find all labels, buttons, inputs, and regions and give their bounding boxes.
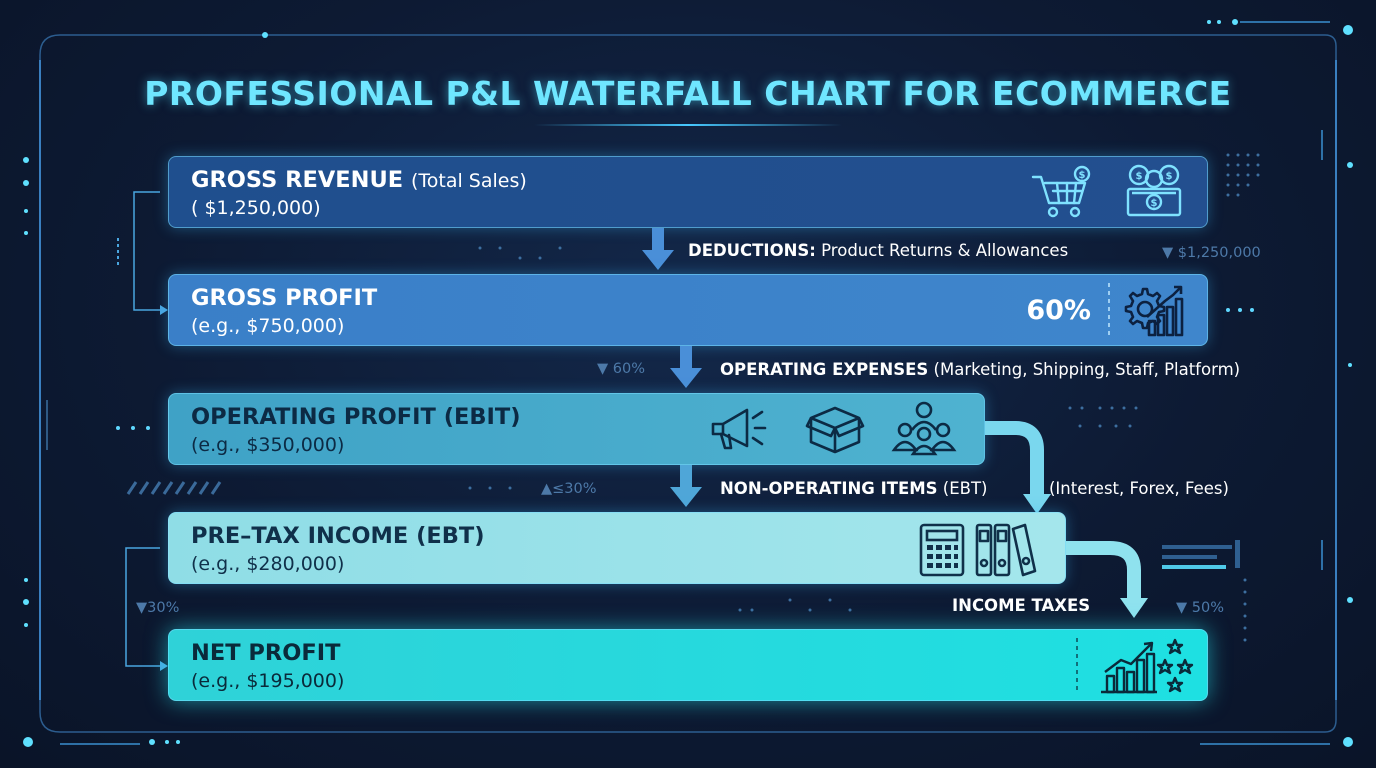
bar-operating-profit: OPERATING PROFIT (EBIT) (e.g., $350,000) [168,393,985,465]
svg-text:$: $ [1079,170,1086,181]
tax-marker: ▼ 50% [1176,600,1224,616]
megaphone-icon [711,408,767,450]
bar-gross-profit: GROSS PROFIT (e.g., $750,000) 60% [168,274,1208,346]
deductions-label: DEDUCTIONS: [688,241,816,260]
non-operating-extra: (Interest, Forex, Fees) [1049,479,1229,498]
income-taxes-label: INCOME TAXES [952,596,1091,615]
revenue-marker: ▼ $1,250,000 [1162,245,1261,261]
binders-icon [975,523,1037,577]
bar-net-profit: NET PROFIT (e.g., $195,000) [168,629,1208,701]
non-operating-label: NON-OPERATING ITEMS [720,479,938,498]
gross-margin-marker: ▼ 60% [597,361,645,377]
svg-text:$: $ [1136,171,1143,182]
bar-label: GROSS REVENUE (Total Sales) [191,167,527,193]
svg-text:$: $ [1166,171,1173,182]
operating-expenses-detail: (Marketing, Shipping, Staff, Platform) [933,360,1241,379]
curved-flow-arrow [985,421,1051,514]
title-underline [534,124,842,126]
page-title: PROFESSIONAL P&L WATERFALL CHART FOR ECO… [144,74,1232,113]
gross-revenue-title: GROSS REVENUE [191,167,404,193]
svg-text:$: $ [1151,198,1158,209]
bar-pretax-income: PRE–TAX INCOME (EBT) (e.g., $280,000) [168,512,1066,584]
growth-stars-icon [1101,638,1194,694]
gross-revenue-subtitle: (Total Sales) [410,170,527,192]
operating-profit-value: (e.g., $350,000) [191,434,345,456]
deductions-step: DEDUCTIONS: Product Returns & Allowances [688,241,1068,260]
non-operating-detail: (EBT) [942,479,988,498]
gross-profit-percent: 60% [1026,295,1091,326]
pretax-income-value: (e.g., $280,000) [191,553,345,575]
money-stack-icon: $ $ $ [1126,164,1182,217]
divider-dashed [1108,283,1110,339]
gear-growth-icon [1124,285,1184,337]
income-taxes-step: INCOME TAXES [952,596,1090,615]
divider-dashed [1076,638,1078,694]
net-profit-title: NET PROFIT [191,640,341,666]
net-profit-value: (e.g., $195,000) [191,670,345,692]
team-icon [891,401,957,456]
shopping-cart-icon: $ [1031,165,1091,218]
flow-arrow-down [642,228,674,270]
operating-profit-title: OPERATING PROFIT (EBIT) [191,404,521,430]
bar-gross-revenue: GROSS REVENUE (Total Sales) ( $1,250,000… [168,156,1208,228]
gross-profit-value: (e.g., $750,000) [191,315,345,337]
operating-expenses-step: OPERATING EXPENSES (Marketing, Shipping,… [720,360,1240,379]
flow-arrow-down [670,465,702,507]
operating-expenses-label: OPERATING EXPENSES [720,360,929,379]
flow-arrow-down [670,346,702,388]
box-icon [805,406,865,454]
calculator-icon [919,523,965,577]
deductions-detail: Product Returns & Allowances [821,241,1069,260]
operating-margin-marker: ▲≤30% [541,481,597,497]
pretax-income-title: PRE–TAX INCOME (EBT) [191,523,485,549]
non-operating-step: NON-OPERATING ITEMS (EBT) [720,479,988,498]
pretax-margin-marker: ▼30% [136,600,180,616]
curved-flow-arrow [1066,541,1148,618]
gross-revenue-value: ( $1,250,000) [191,197,321,219]
gross-profit-title: GROSS PROFIT [191,285,378,311]
